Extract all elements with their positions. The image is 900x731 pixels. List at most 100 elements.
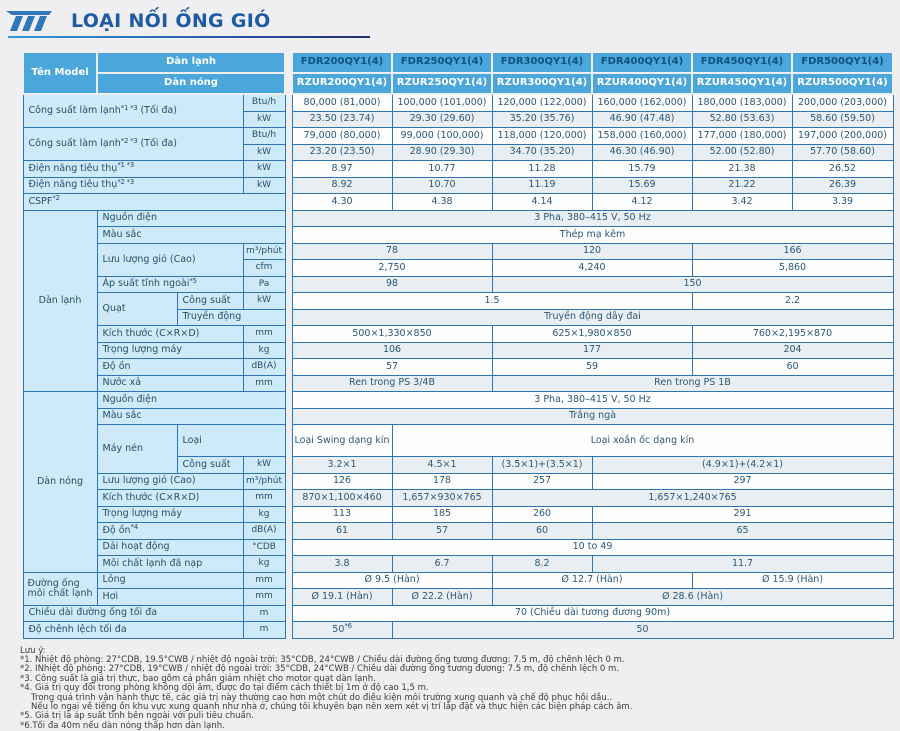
row-label: Công suất [177, 293, 243, 310]
value-cell: Truyền động dây đai [292, 309, 893, 326]
unit-cell: m [243, 622, 285, 639]
value-cell: Ø 19.1 (Hàn) [292, 589, 392, 606]
value-cell: (3.5×1)+(3.5×1) [492, 457, 592, 474]
value-cell: 70 (Chiều dài tương đương 90m) [292, 605, 893, 622]
value-cell: 15.69 [592, 177, 692, 194]
value-cell: 10.77 [392, 161, 492, 178]
unit-cell: dB(A) [243, 359, 285, 376]
row-label: Lưu lượng gió (Cao) [97, 243, 243, 276]
unit-cell: m³/phút [243, 473, 285, 490]
value-cell: 11.28 [492, 161, 592, 178]
row-label: Màu sắc [97, 408, 285, 425]
value-cell: 177,000 (180,000) [692, 128, 792, 145]
value-cell: 870×1,100×460 [292, 490, 392, 507]
row-label: Loại [177, 425, 285, 457]
value-cell: 15.79 [592, 161, 692, 178]
unit-cell: dB(A) [243, 523, 285, 540]
row-label: Hơi [97, 589, 243, 606]
value-cell: 3 Pha, 380–415 V, 50 Hz [292, 392, 893, 409]
unit-cell: kW [243, 293, 285, 310]
value-cell: 57.70 (58.60) [792, 144, 893, 161]
value-cell: 52.00 (52.80) [692, 144, 792, 161]
value-cell: 10.70 [392, 177, 492, 194]
value-cell: 760×2,195×870 [692, 326, 893, 343]
stripes-icon [6, 9, 62, 33]
indoor-model-cell: FDR400QY1(4) [592, 52, 692, 73]
value-cell: Loại xoắn ốc dạng kín [392, 425, 893, 457]
value-cell: 52.80 (53.63) [692, 111, 792, 128]
value-cell: 50 [392, 622, 893, 639]
row-label: Kích thước (C×R×D) [97, 490, 243, 507]
section-label: Dàn nóng [23, 392, 97, 573]
value-cell: 100,000 (101,000) [392, 94, 492, 111]
value-cell: 23.20 (23.50) [292, 144, 392, 161]
unit-group-header: Dàn lạnh [97, 52, 285, 73]
value-cell: 178 [392, 473, 492, 490]
unit-cell: kW [243, 144, 285, 161]
note-line: *5. Giá trị là áp suất tĩnh bên ngoài vớ… [20, 712, 900, 721]
value-cell: 79,000 (80,000) [292, 128, 392, 145]
value-cell: 65 [592, 523, 893, 540]
unit-cell: kg [243, 556, 285, 573]
unit-group-header: Dàn nóng [97, 73, 285, 94]
unit-cell: kW [243, 111, 285, 128]
unit-cell: Btu/h [243, 128, 285, 145]
row-label: Lỏng [97, 572, 243, 589]
row-label: Màu sắc [97, 227, 285, 244]
value-cell: 4.5×1 [392, 457, 492, 474]
row-label: Độ ồn [97, 359, 243, 376]
value-cell: 3.8 [292, 556, 392, 573]
value-cell: 204 [692, 342, 893, 359]
value-cell: 113 [292, 506, 392, 523]
value-cell: 59 [492, 359, 692, 376]
value-cell: 257 [492, 473, 592, 490]
unit-cell: kW [243, 177, 285, 194]
value-cell: 60 [692, 359, 893, 376]
value-cell: 50*6 [292, 622, 392, 639]
value-cell: Ren trong PS 3/4B [292, 375, 492, 392]
value-cell: 200,000 (203,000) [792, 94, 893, 111]
outdoor-model-cell: RZUR400QY1(4) [592, 73, 692, 94]
unit-cell: Pa [243, 276, 285, 293]
indoor-model-cell: FDR200QY1(4) [292, 52, 392, 73]
row-label: Điện năng tiêu thụ*1 *3 [23, 161, 243, 178]
value-cell: 28.90 (29.30) [392, 144, 492, 161]
value-cell: 2,750 [292, 260, 492, 277]
unit-cell: mm [243, 326, 285, 343]
row-label: Nguồn điện [97, 392, 285, 409]
value-cell: 26.39 [792, 177, 893, 194]
value-cell: 5,860 [692, 260, 893, 277]
outdoor-model-cell: RZUR500QY1(4) [792, 73, 893, 94]
value-cell: 26.52 [792, 161, 893, 178]
row-label: Trọng lượng máy [97, 506, 243, 523]
value-cell: 150 [492, 276, 893, 293]
value-cell: 158,000 (160,000) [592, 128, 692, 145]
value-cell: 11.7 [592, 556, 893, 573]
value-cell: 2.2 [692, 293, 893, 310]
value-cell: 3.2×1 [292, 457, 392, 474]
value-cell: 297 [592, 473, 893, 490]
row-label: Nguồn điện [97, 210, 285, 227]
page-title: LOẠI NỐI ỐNG GIÓ [71, 10, 271, 32]
value-cell: 21.22 [692, 177, 792, 194]
note-line: *6.Tối đa 40m nếu dàn nóng thấp hơn dàn … [20, 722, 900, 731]
notes-block: Lưu ý: *1. Nhiệt độ phòng: 27°CDB, 19.5°… [20, 647, 900, 731]
row-label: Dải hoạt động [97, 539, 243, 556]
value-cell: 57 [292, 359, 492, 376]
row-label: Máy nén [97, 425, 177, 474]
value-cell: 99,000 (100,000) [392, 128, 492, 145]
value-cell: 120,000 (122,000) [492, 94, 592, 111]
unit-cell: kg [243, 506, 285, 523]
row-label: Áp suất tĩnh ngoài*5 [97, 276, 243, 293]
value-cell: 126 [292, 473, 392, 490]
value-cell: 197,000 (200,000) [792, 128, 893, 145]
value-cell: 3.39 [792, 194, 893, 211]
value-cell: 160,000 (162,000) [592, 94, 692, 111]
value-cell: Trắng ngà [292, 408, 893, 425]
value-cell: 500×1,330×850 [292, 326, 492, 343]
value-cell: 61 [292, 523, 392, 540]
value-cell: Ø 22.2 (Hàn) [392, 589, 492, 606]
model-header: Tên Model [23, 52, 97, 94]
unit-cell: mm [243, 589, 285, 606]
